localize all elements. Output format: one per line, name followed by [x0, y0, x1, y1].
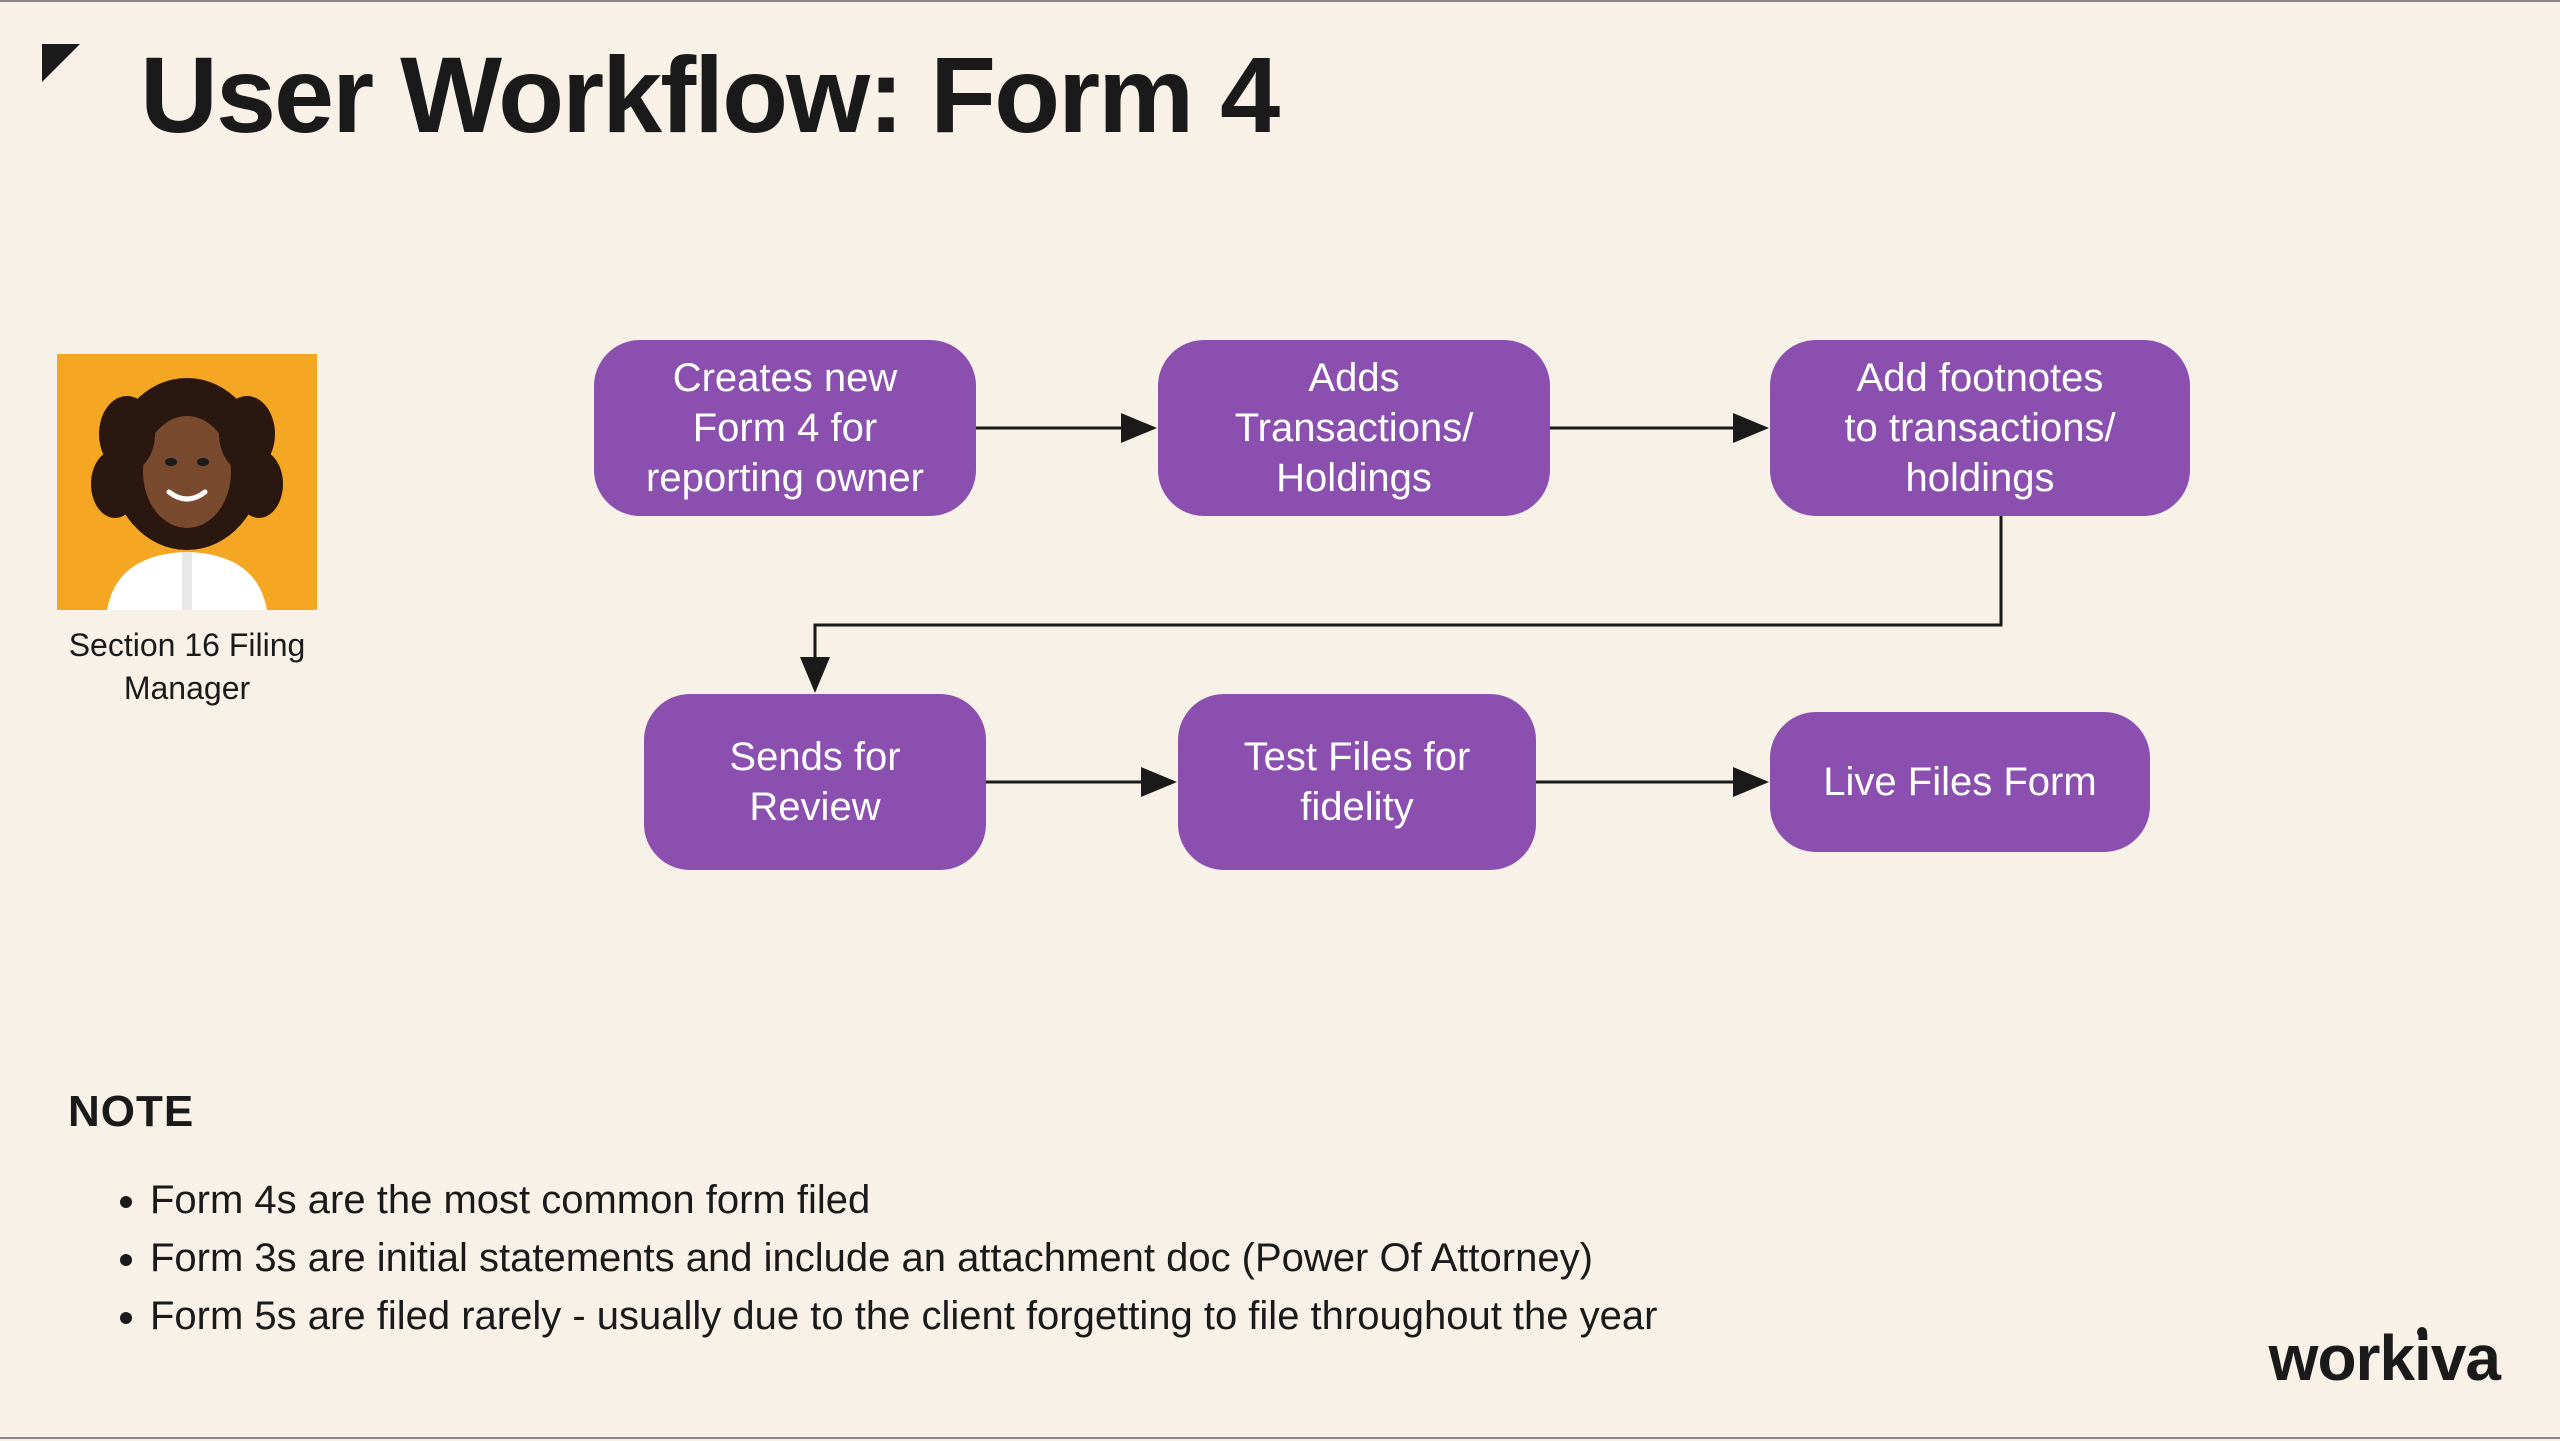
flow-node-n6: Live Files Form	[1770, 712, 2150, 852]
brand-logo: workiva	[2269, 1321, 2500, 1395]
persona-block: Section 16 Filing Manager	[52, 354, 322, 710]
flow-node-n3: Add footnotes to transactions/ holdings	[1770, 340, 2190, 516]
persona-label: Section 16 Filing Manager	[52, 624, 322, 710]
note-item: Form 4s are the most common form filed	[150, 1171, 1928, 1229]
note-list: Form 4s are the most common form filedFo…	[68, 1171, 1928, 1345]
note-section: NOTE Form 4s are the most common form fi…	[68, 1087, 1928, 1345]
note-item: Form 3s are initial statements and inclu…	[150, 1229, 1928, 1287]
page-title: User Workflow: Form 4	[140, 32, 1278, 157]
flow-node-n5: Test Files for fidelity	[1178, 694, 1536, 870]
note-item: Form 5s are filed rarely - usually due t…	[150, 1287, 1928, 1345]
note-heading: NOTE	[68, 1087, 1928, 1137]
flow-node-n2: Adds Transactions/ Holdings	[1158, 340, 1550, 516]
flow-edge-n3-n4	[815, 516, 2001, 690]
flow-node-n4: Sends for Review	[644, 694, 986, 870]
persona-avatar	[57, 354, 317, 610]
flow-node-n1: Creates new Form 4 for reporting owner	[594, 340, 976, 516]
avatar-illustration	[57, 354, 317, 610]
corner-decor	[42, 44, 80, 82]
